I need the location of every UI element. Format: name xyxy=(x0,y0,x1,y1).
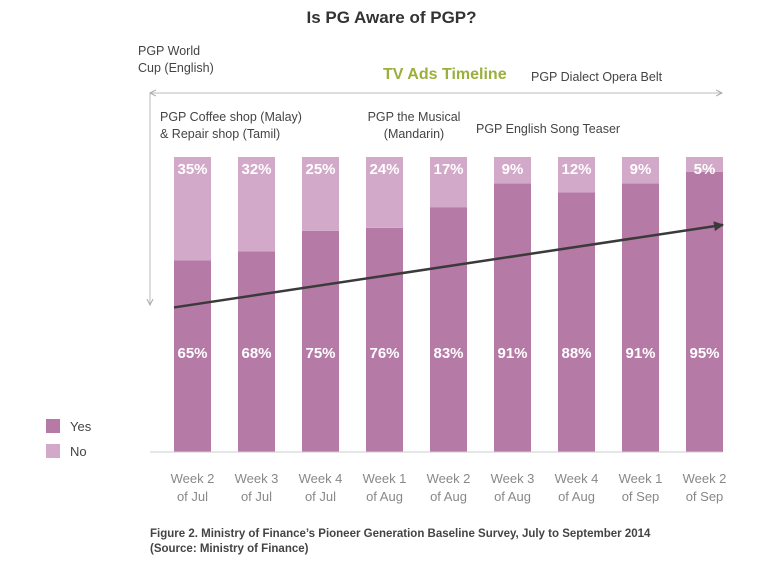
caption-line1: Figure 2. Ministry of Finance’s Pioneer … xyxy=(150,528,651,540)
bar-no-1 xyxy=(238,157,275,252)
x-tick-label-5-1: of Aug xyxy=(494,489,531,504)
legend-label-yes: Yes xyxy=(70,419,92,434)
data-label-no-4: 17% xyxy=(433,161,463,178)
annotation-coffee-shop-line1: PGP Coffee shop (Malay) xyxy=(160,110,302,124)
data-label-yes-3: 76% xyxy=(369,345,399,362)
legend-swatch-no xyxy=(46,444,60,458)
x-tick-label-3-0: Week 1 xyxy=(363,471,407,486)
annotation-musical-line2: (Mandarin) xyxy=(383,127,445,141)
data-label-yes-4: 83% xyxy=(433,345,463,362)
annotation-dialect-opera: PGP Dialect Opera Belt xyxy=(531,70,663,84)
bar-yes-3 xyxy=(366,227,403,452)
bar-no-2 xyxy=(302,157,339,231)
data-label-no-1: 32% xyxy=(241,161,271,178)
annotation-song-teaser: PGP English Song Teaser xyxy=(476,122,621,136)
data-label-yes-5: 91% xyxy=(497,345,527,362)
bar-no-8 xyxy=(686,157,723,172)
annotation-coffee-shop: PGP Coffee shop (Malay) & Repair shop (T… xyxy=(160,109,302,143)
bar-no-7 xyxy=(622,157,659,184)
bar-no-3 xyxy=(366,157,403,228)
legend-swatch-yes xyxy=(46,419,60,433)
data-label-yes-8: 95% xyxy=(689,345,719,362)
figure-caption: Figure 2. Ministry of Finance’s Pioneer … xyxy=(150,527,650,557)
x-tick-label-7-0: Week 1 xyxy=(619,471,663,486)
bars-layer: 35% 65% 32% 68% 25% 75% 24% 76% 17% 83% 9% 91% 12% 88… xyxy=(174,157,723,453)
x-tick-label-0-1: of Jul xyxy=(177,489,208,504)
data-label-no-6: 12% xyxy=(561,161,591,178)
bar-yes-4 xyxy=(430,207,467,452)
data-label-yes-0: 65% xyxy=(177,345,207,362)
bar-no-5 xyxy=(494,157,531,184)
data-label-yes-1: 68% xyxy=(241,345,271,362)
timeline-title: TV Ads Timeline xyxy=(383,66,507,83)
x-tick-label-6-0: Week 4 xyxy=(555,471,599,486)
data-label-no-8: 5% xyxy=(694,161,716,178)
x-tick-label-2-1: of Jul xyxy=(305,489,336,504)
bar-yes-2 xyxy=(302,230,339,452)
data-label-no-3: 24% xyxy=(369,161,399,178)
bar-yes-0 xyxy=(174,260,211,452)
x-tick-label-0-0: Week 2 xyxy=(171,471,215,486)
data-label-no-7: 9% xyxy=(630,161,652,178)
x-tick-label-7-1: of Sep xyxy=(622,489,660,504)
x-tick-label-8-1: of Sep xyxy=(686,489,724,504)
annotation-world-cup-line1: PGP World xyxy=(138,44,201,58)
x-tick-label-5-0: Week 3 xyxy=(491,471,535,486)
bar-no-4 xyxy=(430,157,467,208)
x-tick-label-8-0: Week 2 xyxy=(683,471,727,486)
x-tick-label-2-0: Week 4 xyxy=(299,471,343,486)
annotation-world-cup: PGP World Cup (English) xyxy=(138,43,214,77)
data-label-yes-6: 88% xyxy=(561,345,591,362)
x-tick-label-4-1: of Aug xyxy=(430,489,467,504)
annotation-coffee-shop-line2: & Repair shop (Tamil) xyxy=(160,127,281,141)
data-label-no-0: 35% xyxy=(177,161,207,178)
annotation-world-cup-line2: Cup (English) xyxy=(138,61,214,75)
x-tick-label-1-0: Week 3 xyxy=(235,471,279,486)
data-label-no-5: 9% xyxy=(502,161,524,178)
data-label-yes-2: 75% xyxy=(305,345,335,362)
x-tick-label-4-0: Week 2 xyxy=(427,471,471,486)
bar-yes-5 xyxy=(494,183,531,453)
annotation-musical: PGP the Musical (Mandarin) xyxy=(364,109,464,143)
x-tick-labels: Week 2 of Jul Week 3 of Jul Week 4 of Jul Week… xyxy=(171,471,727,504)
x-tick-label-1-1: of Jul xyxy=(241,489,272,504)
trend-arrow xyxy=(173,221,724,309)
legend-label-no: No xyxy=(70,444,87,459)
bar-yes-6 xyxy=(558,192,595,452)
x-tick-label-6-1: of Aug xyxy=(558,489,595,504)
annotation-musical-line1: PGP the Musical xyxy=(367,110,461,124)
bar-no-0 xyxy=(174,157,211,261)
caption-line2: (Source: Ministry of Finance) xyxy=(150,543,309,555)
bar-yes-1 xyxy=(238,251,275,452)
bar-yes-8 xyxy=(686,171,723,452)
bar-no-6 xyxy=(558,157,595,193)
x-tick-label-3-1: of Aug xyxy=(366,489,403,504)
chart-title: Is PG Aware of PGP? xyxy=(306,8,477,27)
bar-yes-7 xyxy=(622,183,659,453)
data-label-no-2: 25% xyxy=(305,161,335,178)
data-label-yes-7: 91% xyxy=(625,345,655,362)
